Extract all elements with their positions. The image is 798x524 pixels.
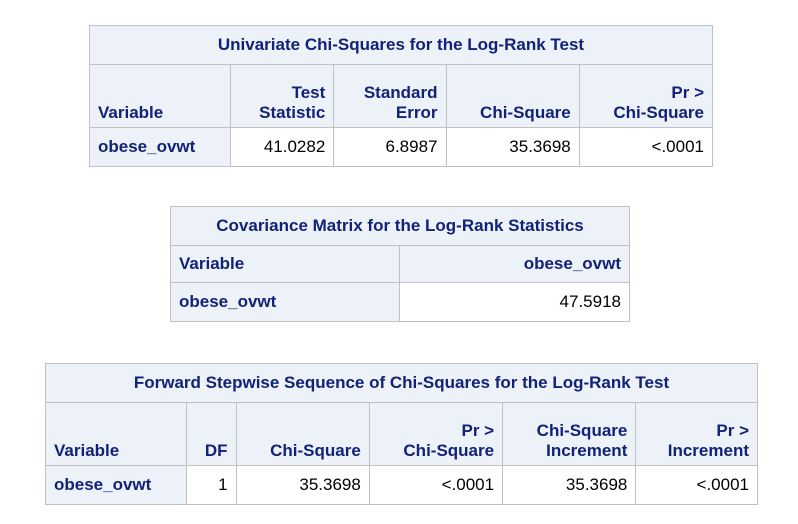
header-chi-square-increment: Chi-Square Increment (502, 402, 637, 466)
cell-pr-chi-square: <.0001 (578, 127, 714, 167)
univariate-chi-squares-table: Univariate Chi-Squares for the Log-Rank … (88, 25, 714, 167)
header-obese-ovwt: obese_ovwt (399, 245, 630, 283)
cell-pr-increment: <.0001 (635, 465, 758, 505)
header-pr-chi-square: Pr > Chi-Square (368, 402, 504, 466)
header-pr-increment: Pr > Increment (635, 402, 758, 466)
forward-stepwise-table: Forward Stepwise Sequence of Chi-Squares… (44, 363, 758, 505)
cell-chi-square: 35.3698 (235, 465, 370, 505)
header-standard-error: Standard Error (333, 64, 447, 128)
header-variable: Variable (170, 245, 400, 283)
covariance-matrix-table: Covariance Matrix for the Log-Rank Stati… (170, 206, 630, 322)
stepwise-table-title: Forward Stepwise Sequence of Chi-Squares… (45, 363, 758, 403)
cell-covariance-value: 47.5918 (399, 282, 630, 322)
cell-test-statistic: 41.0282 (230, 127, 335, 167)
covariance-table-title: Covariance Matrix for the Log-Rank Stati… (170, 206, 630, 246)
header-chi-square: Chi-Square (445, 64, 580, 128)
table-row: obese_ovwt 47.5918 (170, 282, 630, 322)
table-row: obese_ovwt 41.0282 6.8987 35.3698 <.0001 (88, 127, 714, 167)
row-variable: obese_ovwt (88, 127, 232, 167)
header-chi-square: Chi-Square (235, 402, 370, 466)
header-df: DF (186, 402, 237, 466)
header-test-statistic: Test Statistic (230, 64, 335, 128)
cell-df: 1 (186, 465, 237, 505)
header-pr-chi-square: Pr > Chi-Square (578, 64, 714, 128)
cell-chi-square: 35.3698 (445, 127, 580, 167)
cell-standard-error: 6.8987 (333, 127, 447, 167)
cell-chi-square-increment: 35.3698 (502, 465, 637, 505)
row-variable: obese_ovwt (170, 282, 400, 322)
table-row: obese_ovwt 1 35.3698 <.0001 35.3698 <.00… (44, 465, 758, 505)
univariate-table-title: Univariate Chi-Squares for the Log-Rank … (89, 25, 713, 65)
header-variable: Variable (44, 402, 188, 466)
cell-pr-chi-square: <.0001 (368, 465, 504, 505)
header-variable: Variable (88, 64, 232, 128)
row-variable: obese_ovwt (44, 465, 188, 505)
